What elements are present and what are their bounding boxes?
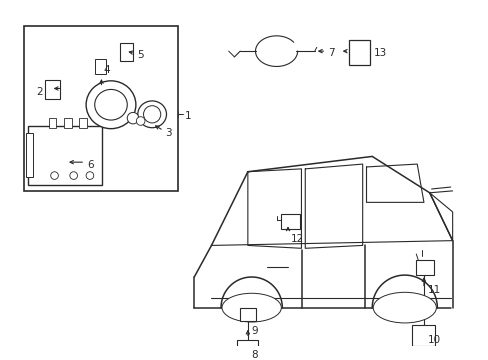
Ellipse shape [138,101,166,128]
Bar [348,40,369,64]
Bar [240,308,255,321]
Ellipse shape [86,172,94,179]
Text: 1: 1 [184,111,191,121]
Text: 4: 4 [103,65,110,75]
Text: 7: 7 [327,48,334,58]
Text: 11: 11 [427,285,440,296]
Bar [45,80,60,99]
Bar [95,59,106,74]
Ellipse shape [86,81,136,129]
Ellipse shape [372,292,435,323]
Text: 3: 3 [165,129,172,139]
Ellipse shape [95,89,127,120]
Text: 2: 2 [36,87,43,97]
Bar [64,118,72,128]
Text: 10: 10 [427,335,440,345]
Ellipse shape [136,117,144,125]
Text: 9: 9 [251,325,258,336]
Ellipse shape [143,106,161,123]
Ellipse shape [51,172,58,179]
Ellipse shape [222,293,281,322]
Bar [26,134,33,177]
Bar [120,44,133,61]
Text: 5: 5 [137,50,143,60]
Bar [415,260,433,275]
Ellipse shape [127,112,139,124]
Bar [237,340,258,357]
Bar [411,325,434,346]
Text: 8: 8 [251,351,258,360]
Text: 13: 13 [373,48,386,58]
Bar [24,26,178,191]
Bar [28,126,102,185]
Text: 12: 12 [290,234,304,244]
Bar [49,118,56,128]
Ellipse shape [70,172,77,179]
Bar [79,118,87,128]
Bar [281,214,300,229]
Text: 6: 6 [87,160,94,170]
